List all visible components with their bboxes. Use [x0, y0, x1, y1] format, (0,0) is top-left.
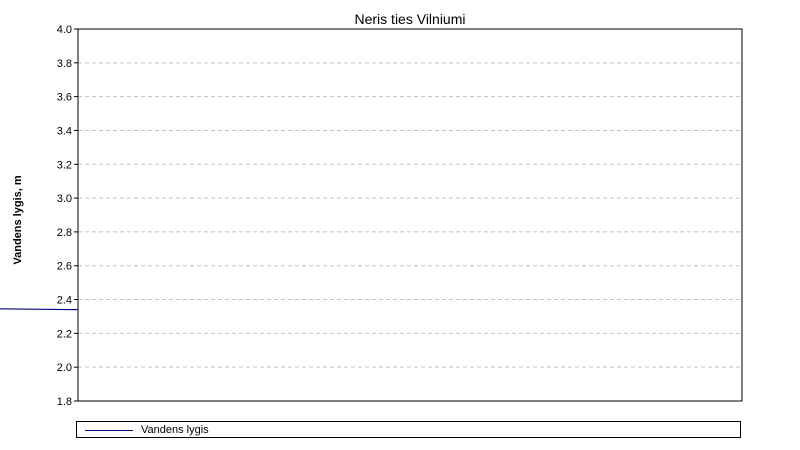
y-tick-label: 3.4 — [57, 125, 72, 137]
y-tick-label: 2.8 — [57, 227, 72, 239]
y-tick-label: 2.2 — [57, 328, 72, 340]
y-axis-label: Vandens lygis, m — [12, 175, 24, 264]
y-tick-label: 3.0 — [57, 193, 72, 205]
y-tick-label: 2.4 — [57, 295, 72, 307]
y-axis-ticks: 1.8 2.0 2.2 2.4 2.6 2.8 3.0 3.2 3.4 3.6 3.8 4.0 — [57, 24, 78, 408]
y-tick-label: 2.0 — [57, 362, 72, 374]
y-tick-label: 2.6 — [57, 261, 72, 273]
plot-area-border — [77, 28, 743, 402]
legend: Vandens lygis — [76, 421, 741, 438]
legend-swatch — [85, 430, 133, 431]
y-tick-label: 3.2 — [57, 159, 72, 171]
grid-lines — [78, 62, 742, 368]
chart-title: Neris ties Vilniumi — [355, 11, 466, 27]
y-tick-label: 3.8 — [57, 58, 72, 70]
y-tick-label: 1.8 — [57, 396, 72, 408]
y-tick-label: 4.0 — [57, 24, 72, 36]
legend-label: Vandens lygis — [141, 424, 209, 436]
y-tick-label: 3.6 — [57, 92, 72, 104]
